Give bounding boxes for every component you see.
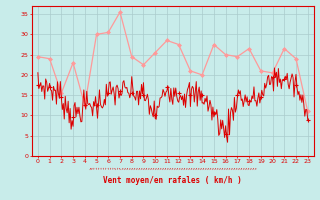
X-axis label: Vent moyen/en rafales ( km/h ): Vent moyen/en rafales ( km/h ) (103, 176, 242, 185)
Text: ↗↗↑↑↑↑↑↑↑↑↑↖↑↖↗↗↗↗↗↗↗↗↗↗↗↗↗↗↗↗↗↗↗↗↗↗↗↗↗↗↗↗↗↗↗↗↗↗↗↗↗↗↗↗↗↗↗↗↗↗↗↗↗↗↗↗↗↗↗↗↗: ↗↗↑↑↑↑↑↑↑↑↑↖↑↖↗↗↗↗↗↗↗↗↗↗↗↗↗↗↗↗↗↗↗↗↗↗↗↗↗↗… (89, 167, 257, 171)
